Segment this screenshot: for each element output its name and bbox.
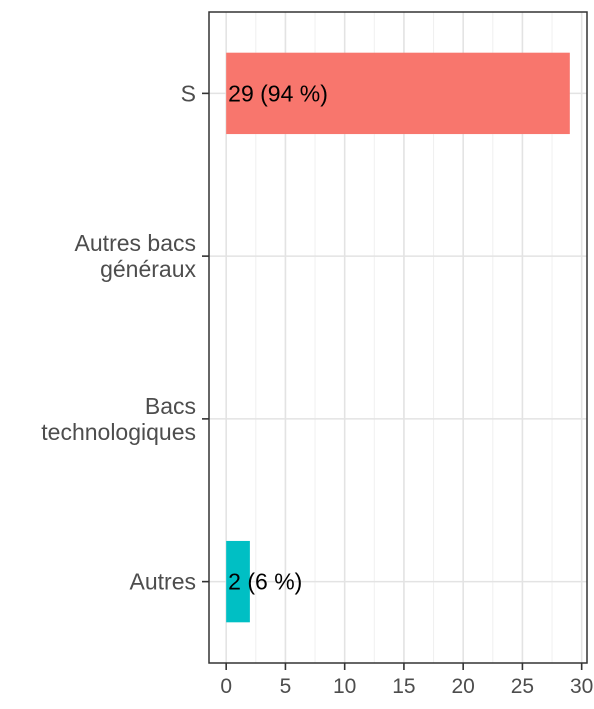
x-tick-label: 10 xyxy=(333,675,356,698)
bar-value-label: 29 (94 %) xyxy=(228,80,328,106)
x-tick-label: 25 xyxy=(511,675,534,698)
y-tick-label: Autres bacs généraux xyxy=(75,230,197,282)
x-tick-label: 5 xyxy=(280,675,292,698)
y-axis: S Autres bacs généraux Bacs technologiques Au… xyxy=(41,80,209,595)
bar xyxy=(226,540,250,623)
panel-border xyxy=(208,11,588,664)
y-tick-label: S xyxy=(181,80,196,106)
bars xyxy=(226,52,570,623)
x-tick-label: 30 xyxy=(570,675,593,698)
x-tick-label: 0 xyxy=(220,675,232,698)
bar-labels: 29 (94 %) 2 (6 %) xyxy=(228,80,328,594)
bar xyxy=(226,52,570,135)
x-tick-label: 20 xyxy=(451,675,474,698)
x-tick-label: 15 xyxy=(392,675,415,698)
y-tick-label: Bacs technologiques xyxy=(41,393,196,445)
bar-value-label: 2 (6 %) xyxy=(228,569,302,595)
x-axis: 0 5 10 15 20 25 30 xyxy=(220,663,593,698)
y-tick-label: Autres xyxy=(130,569,196,595)
